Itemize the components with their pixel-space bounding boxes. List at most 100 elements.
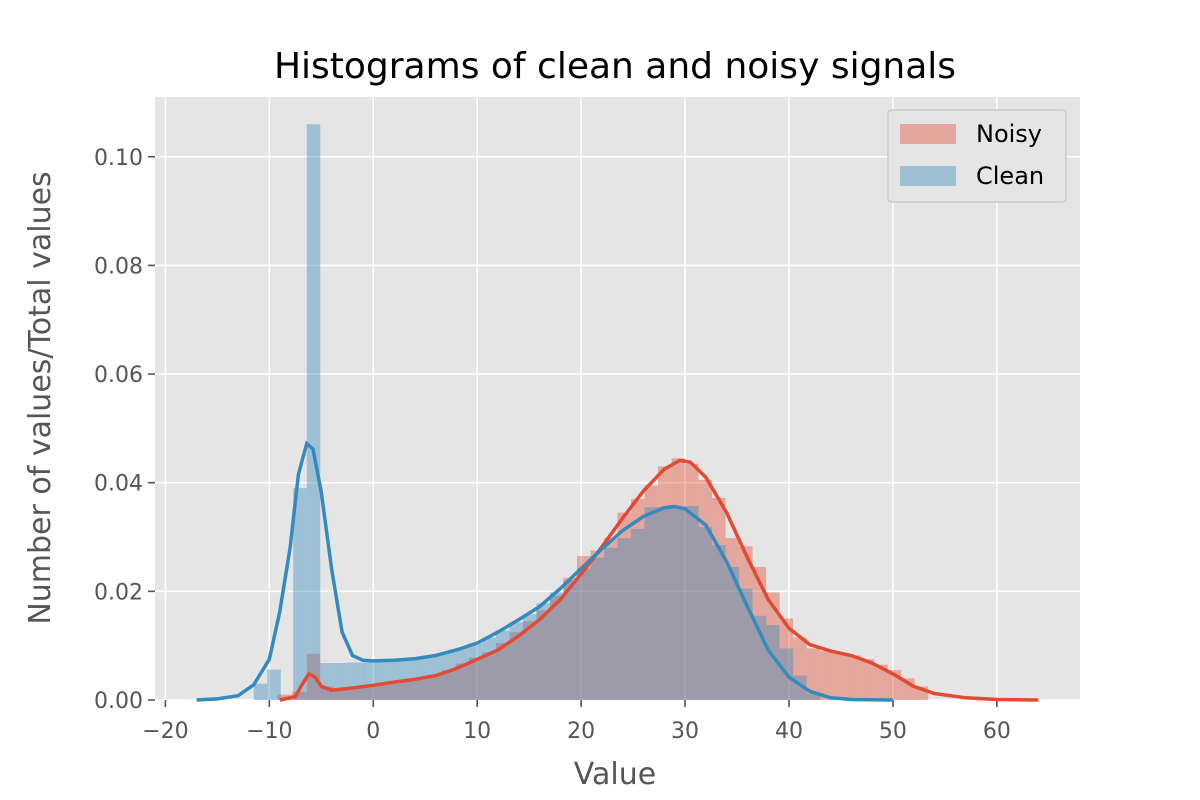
x-tick-label: 50 (879, 719, 907, 744)
clean-histogram-bar (482, 637, 496, 700)
clean-histogram-bar (766, 625, 780, 700)
noisy-histogram-bar (495, 642, 510, 700)
clean-histogram-bar (455, 647, 469, 700)
y-tick-label: 0.10 (94, 146, 143, 171)
clean-histogram-bar (347, 662, 361, 700)
clean-histogram-bar (333, 663, 348, 700)
clean-histogram-bar (293, 488, 307, 700)
noisy-histogram-bar (671, 458, 686, 700)
clean-histogram-bar (590, 557, 604, 700)
x-tick-label: 10 (463, 719, 491, 744)
clean-histogram-bar (698, 527, 713, 700)
clean-histogram-bar (617, 538, 632, 700)
x-tick-label: 30 (671, 719, 699, 744)
noisy-histogram-bar (576, 556, 591, 700)
clean-histogram-bar (522, 614, 537, 700)
noisy-histogram-bar (482, 652, 496, 700)
noisy-histogram-bar (658, 466, 672, 700)
axis-ticks: −20 −10 0 10 20 30 40 50 60 0.00 0.02 0.04 0.06 0.08 0… (94, 146, 1011, 744)
x-tick-label: 0 (366, 719, 380, 744)
y-tick-label: 0.04 (94, 472, 143, 497)
clean-histogram-bar (441, 651, 456, 700)
noisy-histogram-bar (874, 664, 888, 700)
x-tick-label: 40 (775, 719, 803, 744)
noisy-histogram-bar (712, 497, 726, 700)
legend-label-noisy: Noisy (976, 120, 1042, 148)
legend-box (887, 109, 1067, 203)
noisy-histogram-bar (360, 686, 375, 700)
noisy-histogram-bar (698, 479, 713, 700)
noisy-histogram-bar (455, 663, 469, 700)
legend-swatch-clean (900, 166, 956, 186)
noisy-histogram-bar (468, 657, 483, 700)
x-tick-label: 20 (567, 719, 595, 744)
noisy-histogram-bar (617, 512, 632, 700)
y-axis-label: Number of values/Total values (23, 171, 58, 624)
legend: Noisy Clean (887, 109, 1067, 203)
noisy-histogram-bar (603, 538, 618, 700)
clean-histogram-bar (685, 506, 699, 700)
x-tick-label: 60 (983, 719, 1011, 744)
y-tick-label: 0.00 (94, 689, 143, 714)
clean-histogram-bar (806, 693, 821, 700)
clean-histogram-bar (658, 507, 672, 700)
clean-histogram-bar (603, 547, 618, 700)
noisy-histogram-bar (333, 689, 348, 700)
noisy-histogram-bar (414, 678, 429, 700)
chart-title: Histograms of clean and noisy signals (274, 46, 956, 87)
noisy-histogram-bar (549, 595, 564, 700)
x-axis-label: Value (574, 757, 656, 792)
clean-histogram-bar (549, 592, 564, 700)
y-tick-label: 0.06 (94, 363, 143, 388)
noisy-histogram-bar (590, 550, 604, 700)
noisy-histogram-bar (374, 684, 388, 700)
noisy-histogram-bar (739, 546, 753, 700)
noisy-histogram-bar (428, 675, 442, 700)
noisy-histogram-bar (387, 682, 402, 700)
clean-histogram-bar (468, 643, 483, 700)
y-tick-label: 0.02 (94, 580, 143, 605)
noisy-histogram-bar (685, 463, 699, 700)
clean-histogram-bar (374, 661, 388, 700)
clean-histogram-bar (671, 507, 686, 700)
clean-kde-line (196, 440, 893, 702)
clean-histogram-bar (725, 566, 740, 700)
noisy-histogram-bar (563, 577, 577, 700)
noisy-histogram-bar (860, 659, 875, 700)
noisy-histogram-bar (847, 655, 861, 700)
clean-histogram-bar (536, 603, 550, 700)
clean-histogram-bar (563, 580, 577, 700)
clean-histogram-bar (360, 662, 375, 700)
noisy-histogram (277, 458, 929, 700)
noisy-histogram-bar (820, 651, 834, 700)
noisy-histogram-bar (644, 485, 659, 700)
clean-histogram-bar (739, 588, 753, 700)
x-tick-label: −20 (142, 719, 188, 744)
clean-histogram-bar (712, 545, 726, 700)
noisy-histogram-bar (509, 632, 523, 700)
noisy-histogram-bar (522, 621, 537, 700)
clean-histogram-bar (576, 568, 591, 700)
noisy-histogram-bar (631, 499, 645, 700)
legend-swatch-noisy (900, 124, 956, 144)
noisy-histogram-bar (766, 592, 780, 700)
noisy-histogram-bar (347, 688, 361, 700)
x-tick-label: −10 (246, 719, 292, 744)
noisy-histogram-bar (806, 648, 821, 700)
clean-histogram-bar (320, 663, 334, 700)
clean-histogram-bar (495, 630, 510, 700)
noisy-histogram-bar (441, 670, 456, 700)
noisy-histogram-bar (833, 653, 848, 700)
noisy-histogram-bar (536, 610, 550, 700)
y-tick-label: 0.08 (94, 254, 143, 279)
clean-histogram-bar (644, 507, 659, 700)
clean-histogram-bar (306, 124, 321, 700)
legend-label-clean: Clean (976, 162, 1044, 190)
clean-histogram-bar (267, 669, 281, 700)
noisy-histogram-bar (292, 691, 307, 700)
noisy-histogram-bar (401, 680, 415, 700)
clean-histogram-bar (631, 528, 645, 700)
clean-histogram-bar (253, 683, 268, 700)
noisy-kde-line (279, 458, 1039, 702)
